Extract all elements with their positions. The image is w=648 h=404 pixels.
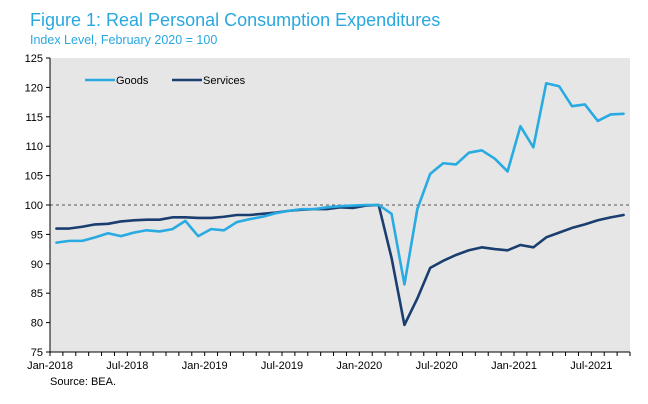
legend-label-services: Services: [203, 75, 246, 87]
y-tick-label: 105: [25, 171, 43, 183]
x-tick-label: Jul-2021: [570, 360, 612, 372]
source-note: Source: BEA.: [50, 376, 117, 388]
legend: Goods Services: [85, 75, 246, 87]
y-tick-label: 75: [31, 347, 43, 359]
legend-label-goods: Goods: [116, 75, 149, 87]
chart-title: Figure 1: Real Personal Consumption Expe…: [30, 10, 441, 30]
y-tick-label: 100: [25, 200, 43, 212]
y-tick-label: 120: [25, 82, 43, 94]
chart-subtitle: Index Level, February 2020 = 100: [30, 33, 218, 47]
x-tick-label: Jul-2019: [261, 360, 303, 372]
y-tick-label: 80: [31, 318, 43, 330]
y-tick-label: 95: [31, 229, 43, 241]
x-tick-label: Jan-2020: [336, 360, 382, 372]
y-tick-label: 110: [25, 141, 43, 153]
y-tick-label: 85: [31, 288, 43, 300]
y-tick-label: 90: [31, 259, 43, 271]
x-tick-label: Jul-2018: [106, 360, 148, 372]
x-tick-label: Jan-2019: [182, 360, 228, 372]
axes: 75 80 85 90 95 100 105 110 115 120 125 Jan-2018 Jul-…: [25, 53, 631, 372]
series-line-goods: [55, 81, 625, 286]
x-tick-label: Jul-2020: [416, 360, 458, 372]
y-tick-label: 125: [25, 53, 43, 65]
x-tick-label: Jan-2018: [27, 360, 73, 372]
y-tick-label: 115: [25, 112, 43, 124]
x-tick-label: Jan-2021: [491, 360, 537, 372]
series-layer: [55, 81, 625, 327]
